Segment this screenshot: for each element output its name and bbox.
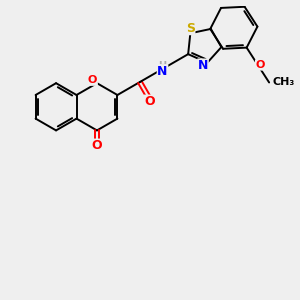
- Text: S: S: [186, 22, 195, 34]
- Text: O: O: [144, 95, 154, 108]
- Text: N: N: [157, 65, 168, 78]
- Text: CH₃: CH₃: [272, 77, 294, 88]
- Text: O: O: [92, 139, 102, 152]
- Text: H: H: [158, 61, 166, 71]
- Text: N: N: [198, 59, 208, 72]
- Text: O: O: [88, 75, 97, 85]
- Text: O: O: [256, 60, 265, 70]
